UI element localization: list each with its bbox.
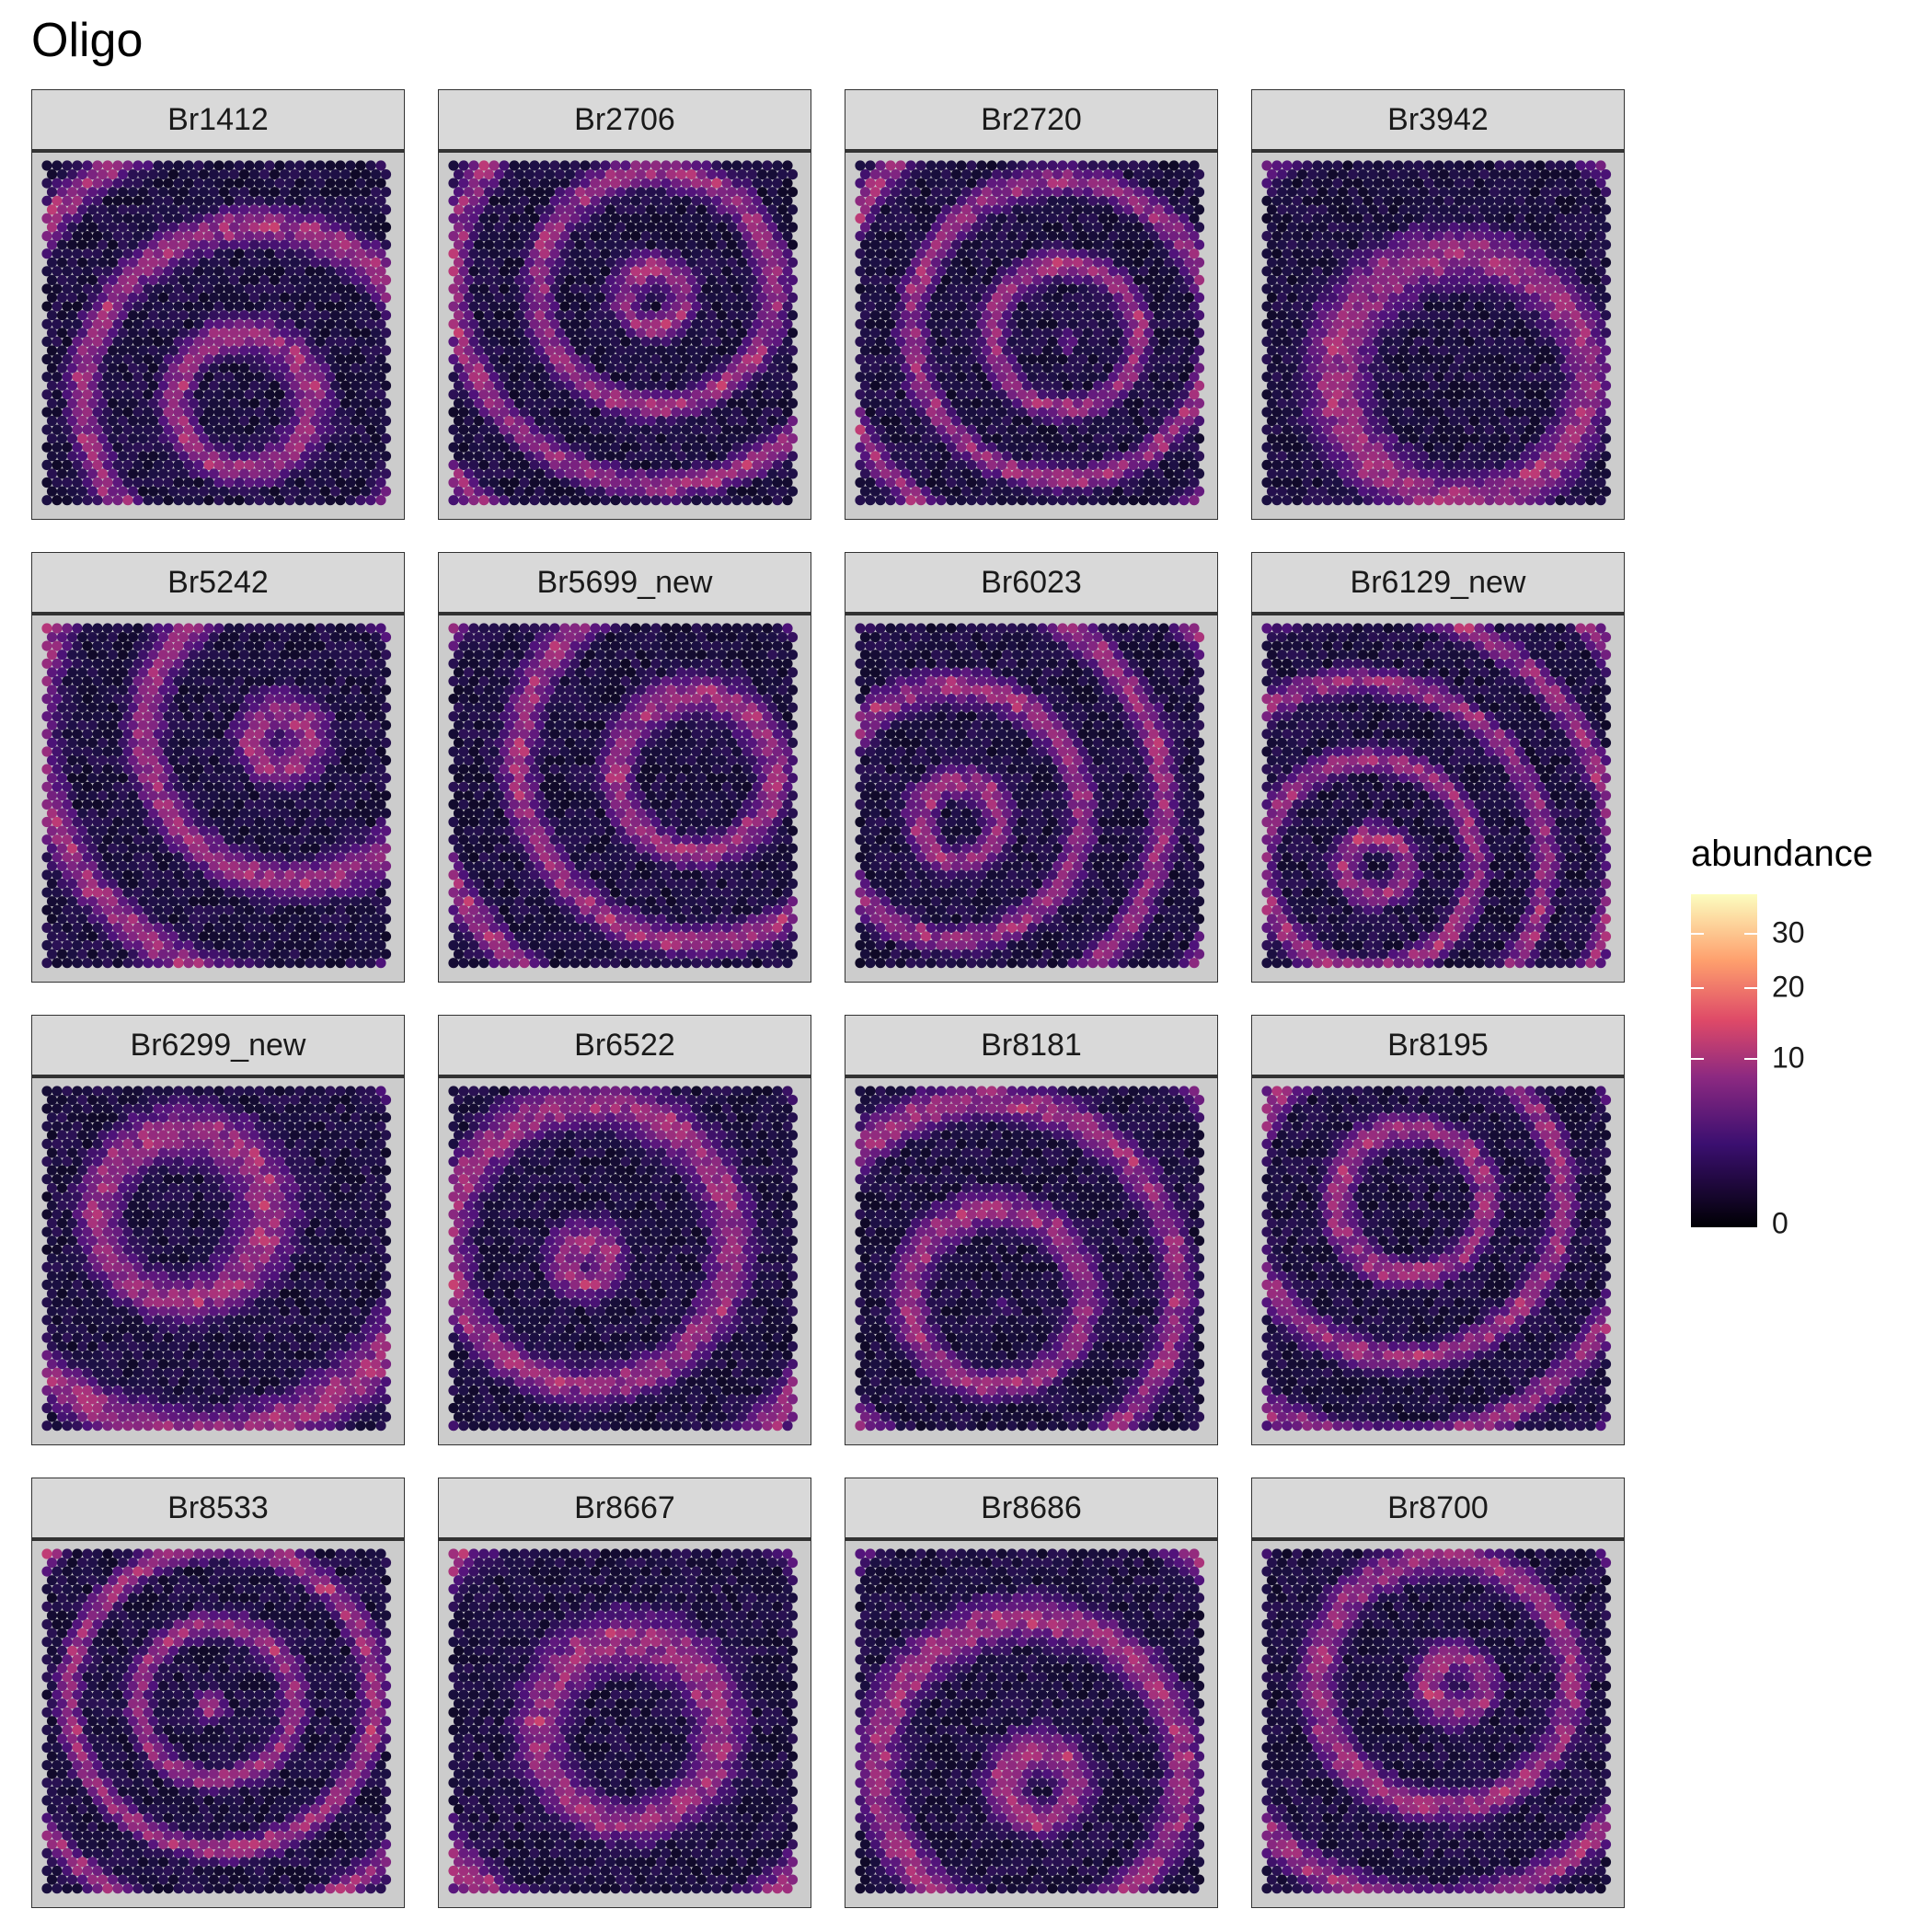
- legend-colorbar: [1691, 894, 1757, 1227]
- legend-tick-mark: [1691, 933, 1704, 936]
- legend-tick-mark: [1691, 987, 1704, 990]
- facet-plot-area: [31, 613, 405, 983]
- facet-label: Br6522: [438, 1015, 811, 1075]
- facet-plot-area: [1251, 1538, 1625, 1908]
- facet-plot-area: [438, 1075, 811, 1445]
- facet-panel: Br3942: [1251, 89, 1625, 520]
- spot-map: [1261, 160, 1612, 506]
- facet-label: Br8195: [1251, 1015, 1625, 1075]
- spot-map: [41, 1086, 392, 1432]
- spot-map: [41, 1548, 392, 1894]
- facet-plot-area: [845, 1538, 1218, 1908]
- legend-tick-label: 10: [1772, 1041, 1805, 1075]
- facet-label: Br8700: [1251, 1478, 1625, 1538]
- spot-map: [855, 623, 1205, 969]
- facet-plot-area: [31, 150, 405, 520]
- facet-plot-area: [438, 1538, 811, 1908]
- legend-tick-label: 0: [1772, 1207, 1788, 1241]
- facet-label: Br8533: [31, 1478, 405, 1538]
- facet-panel: Br2720: [845, 89, 1218, 520]
- facet-plot-area: [845, 150, 1218, 520]
- facet-panel: Br6023: [845, 552, 1218, 983]
- facet-plot-area: [1251, 613, 1625, 983]
- facet-label: Br1412: [31, 89, 405, 150]
- facet-panel: Br5242: [31, 552, 405, 983]
- spot-map: [41, 160, 392, 506]
- facet-panel: Br1412: [31, 89, 405, 520]
- spot-map: [1261, 1086, 1612, 1432]
- facet-plot-area: [438, 150, 811, 520]
- spot-map: [1261, 623, 1612, 969]
- facet-label: Br2720: [845, 89, 1218, 150]
- facet-plot-area: [845, 613, 1218, 983]
- facet-panel: Br8700: [1251, 1478, 1625, 1908]
- spot-map: [448, 623, 799, 969]
- facet-label: Br8181: [845, 1015, 1218, 1075]
- facet-panel: Br8181: [845, 1015, 1218, 1445]
- facet-panel: Br2706: [438, 89, 811, 520]
- facet-plot-area: [1251, 1075, 1625, 1445]
- facet-label: Br6299_new: [31, 1015, 405, 1075]
- legend-tick-mark: [1744, 1057, 1757, 1060]
- chart-title: Oligo: [31, 13, 143, 68]
- facet-panel: Br5699_new: [438, 552, 811, 983]
- spot-map: [448, 1086, 799, 1432]
- legend-tick-label: 20: [1772, 971, 1805, 1005]
- facet-plot-area: [31, 1075, 405, 1445]
- facet-panel: Br6522: [438, 1015, 811, 1445]
- facet-plot-area: [31, 1538, 405, 1908]
- spot-map: [855, 160, 1205, 506]
- facet-panel: Br6299_new: [31, 1015, 405, 1445]
- spot-map: [448, 1548, 799, 1894]
- spot-map: [448, 160, 799, 506]
- facet-plot-area: [1251, 150, 1625, 520]
- facet-panel: Br8195: [1251, 1015, 1625, 1445]
- facet-label: Br8686: [845, 1478, 1218, 1538]
- legend-tick-label: 30: [1772, 916, 1805, 950]
- legend-tick-mark: [1744, 987, 1757, 990]
- facet-plot-area: [845, 1075, 1218, 1445]
- legend-title: abundance: [1691, 834, 1873, 875]
- spot-map: [855, 1086, 1205, 1432]
- legend-tick-mark: [1691, 1057, 1704, 1060]
- spot-map: [1261, 1548, 1612, 1894]
- spot-map: [855, 1548, 1205, 1894]
- facet-label: Br6023: [845, 552, 1218, 613]
- facet-plot-area: [438, 613, 811, 983]
- facet-panel: Br8667: [438, 1478, 811, 1908]
- facet-panel: Br6129_new: [1251, 552, 1625, 983]
- facet-label: Br3942: [1251, 89, 1625, 150]
- facet-label: Br8667: [438, 1478, 811, 1538]
- facet-panel: Br8686: [845, 1478, 1218, 1908]
- facet-label: Br5242: [31, 552, 405, 613]
- facet-label: Br5699_new: [438, 552, 811, 613]
- facet-label: Br6129_new: [1251, 552, 1625, 613]
- spot-map: [41, 623, 392, 969]
- legend-tick-mark: [1744, 933, 1757, 936]
- facet-label: Br2706: [438, 89, 811, 150]
- facet-panel: Br8533: [31, 1478, 405, 1908]
